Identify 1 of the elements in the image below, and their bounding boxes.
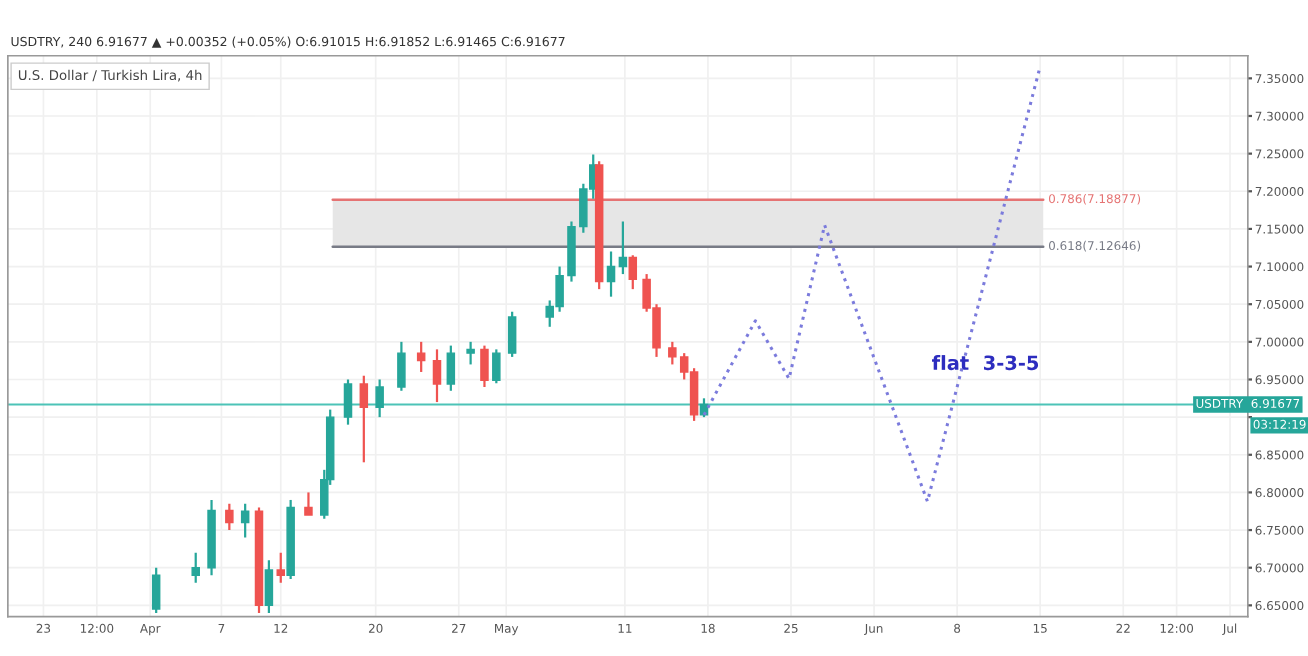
annotation: flat 3-3-5 [932,355,1039,371]
